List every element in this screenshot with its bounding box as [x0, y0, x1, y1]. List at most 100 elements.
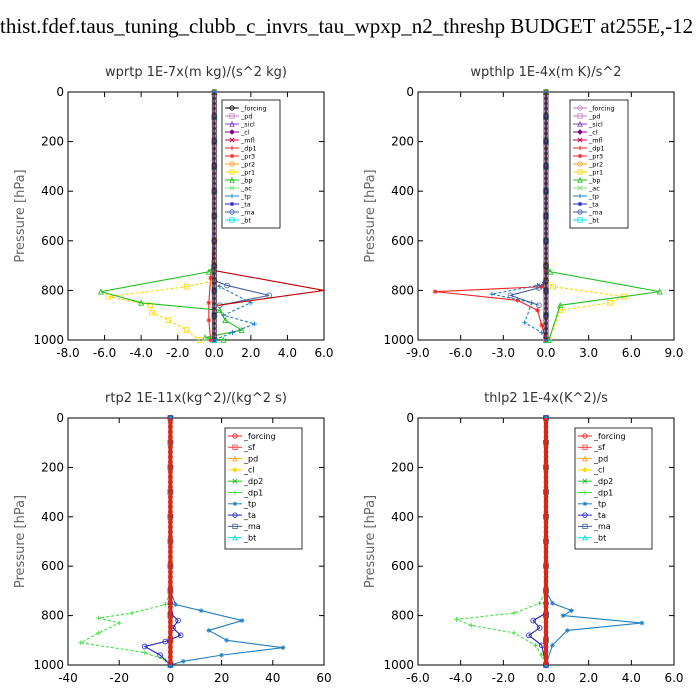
data-point	[543, 469, 549, 475]
data-point	[543, 313, 549, 319]
legend-label: _forcing	[588, 104, 615, 112]
data-point	[543, 278, 549, 284]
legend-marker	[577, 113, 583, 119]
x-tick-label: 3.0	[579, 346, 598, 360]
data-point	[211, 273, 217, 279]
data-point	[167, 574, 173, 580]
data-point	[543, 158, 549, 164]
legend-item: _pd	[578, 454, 608, 463]
data-point	[167, 559, 173, 565]
series-line	[508, 92, 547, 306]
data-point	[175, 617, 181, 624]
legend-label: _mfl	[240, 136, 255, 144]
data-point	[196, 337, 203, 343]
data-point	[543, 258, 549, 264]
page-title: thist.fdef.taus_tuning_clubb_c_invrs_tau…	[0, 14, 694, 38]
legend-item: _ac	[225, 184, 252, 192]
legend-marker	[229, 145, 235, 151]
data-point	[543, 589, 549, 595]
data-point	[543, 644, 549, 650]
data-point	[216, 302, 223, 309]
y-tick-label: 600	[391, 234, 414, 248]
legend-item: _tp	[225, 192, 251, 200]
data-point	[543, 318, 549, 324]
data-point	[543, 624, 549, 630]
legend-item: _pr3	[573, 152, 603, 160]
legend-marker	[582, 512, 588, 518]
data-point	[543, 534, 549, 540]
legend-label: _dp2	[593, 477, 613, 486]
data-point	[211, 233, 217, 239]
data-point	[211, 183, 217, 189]
data-point	[142, 643, 148, 650]
legend-label: _ta	[243, 511, 256, 520]
data-point	[543, 479, 549, 485]
series-tp	[489, 89, 549, 343]
data-point	[211, 153, 217, 159]
data-point	[230, 330, 235, 335]
data-point	[211, 158, 217, 164]
data-point	[543, 594, 549, 600]
y-tick-label: 400	[391, 510, 414, 524]
legend-label: _pr1	[240, 168, 255, 176]
legend-item: _bp	[573, 176, 601, 184]
legend-label: _tp	[588, 192, 599, 200]
data-point	[167, 449, 173, 455]
data-point	[211, 303, 217, 309]
legend-label: _tp	[240, 192, 251, 200]
y-axis-label: Pressure [hPa]	[363, 169, 378, 262]
chart-panel-1: wprtp 1E-7x(m kg)/(s^2 kg) Pressure [hPa]…	[13, 65, 334, 360]
legend-label: _ac	[588, 184, 600, 192]
data-point	[543, 308, 549, 314]
legend-item: _ma	[578, 522, 611, 531]
data-point	[211, 198, 217, 204]
series-dp1	[78, 415, 173, 668]
data-point	[543, 499, 549, 505]
legend-marker	[229, 161, 235, 167]
data-point	[543, 569, 549, 575]
data-point	[543, 474, 549, 480]
data-point	[211, 243, 217, 249]
legend-marker	[577, 201, 583, 207]
legend-box	[574, 427, 653, 550]
data-point	[211, 188, 217, 194]
x-tick-label: 0.0	[536, 671, 555, 685]
data-point	[96, 630, 102, 636]
y-tick-label: 400	[41, 510, 64, 524]
data-point	[543, 439, 549, 445]
data-point	[239, 618, 245, 623]
data-point	[543, 93, 549, 99]
data-point	[198, 608, 204, 614]
x-tick-label: 9.0	[664, 346, 683, 360]
data-point	[543, 273, 549, 279]
data-point	[167, 579, 173, 585]
data-point	[167, 649, 173, 655]
legend-item: _bp	[225, 176, 253, 184]
data-point	[543, 634, 549, 640]
data-point	[543, 238, 549, 244]
data-point	[211, 213, 217, 219]
data-point	[211, 163, 217, 169]
data-point	[543, 283, 549, 289]
data-point	[543, 233, 549, 239]
data-point	[167, 489, 173, 495]
data-point	[167, 644, 173, 650]
data-point	[142, 650, 148, 656]
data-point	[211, 193, 217, 199]
data-point	[147, 302, 154, 309]
legend-item: _forcing	[228, 432, 276, 441]
legend-item: _forcing	[573, 104, 615, 112]
data-point	[219, 652, 224, 658]
legend-label: _dp1	[588, 144, 605, 152]
data-point	[167, 454, 173, 460]
legend-marker	[582, 501, 588, 506]
legend-item: _cl	[578, 466, 605, 475]
data-point	[543, 509, 549, 515]
data-point	[167, 494, 173, 500]
legend-label: _pr2	[588, 160, 603, 168]
legend-label: _ma	[240, 208, 255, 216]
data-point	[211, 103, 217, 109]
data-point	[543, 163, 549, 169]
data-point	[543, 133, 549, 139]
data-point	[167, 464, 173, 470]
